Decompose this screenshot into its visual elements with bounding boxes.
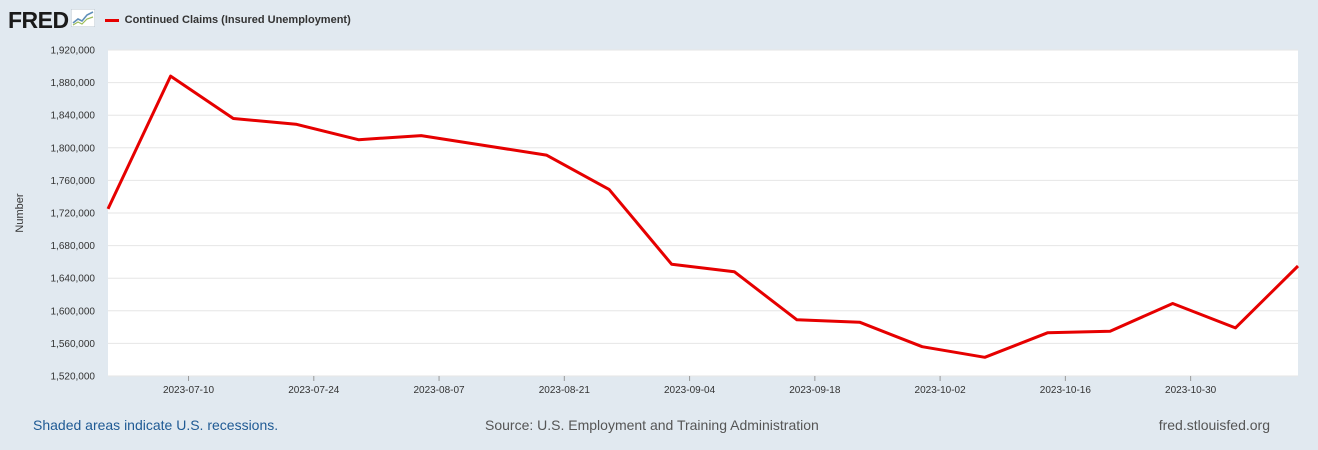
chart-header: FRED Continued Claims (Insured Unemploym… <box>8 6 351 34</box>
y-axis-ticks: 1,520,000 1,560,000 1,600,000 1,640,000 1,68… <box>51 46 96 383</box>
source-note: Source: U.S. Employment and Training Adm… <box>485 417 819 433</box>
data-point[interactable] <box>856 318 864 326</box>
x-axis-ticks: 2023-07-10 2023-07-24 2023-08-07 2023-08-21… <box>163 376 1217 396</box>
series-layer <box>104 72 1302 361</box>
y-tick-label: 1,720,000 <box>51 209 96 220</box>
x-tick-label: 2023-08-21 <box>539 385 591 396</box>
data-point[interactable] <box>1169 299 1177 307</box>
x-tick-label: 2023-10-16 <box>1040 385 1092 396</box>
gridlines <box>108 49 1298 377</box>
x-tick-label: 2023-07-24 <box>288 385 340 396</box>
data-point[interactable] <box>981 353 989 361</box>
x-tick-label: 2023-10-02 <box>915 385 967 396</box>
x-tick-label: 2023-09-18 <box>789 385 841 396</box>
data-point[interactable] <box>480 141 488 149</box>
legend-label: Continued Claims (Insured Unemployment) <box>124 14 351 26</box>
y-tick-label: 1,920,000 <box>51 46 96 57</box>
data-point[interactable] <box>730 268 738 276</box>
data-point[interactable] <box>542 151 550 159</box>
y-tick-label: 1,840,000 <box>51 111 96 122</box>
recession-note-link[interactable]: Shaded areas indicate U.S. recessions. <box>33 417 279 433</box>
x-tick-label: 2023-09-04 <box>664 385 716 396</box>
y-tick-label: 1,880,000 <box>51 78 96 89</box>
data-point[interactable] <box>229 114 237 122</box>
y-axis-label: Number <box>14 193 26 232</box>
x-tick-label: 2023-10-30 <box>1165 385 1217 396</box>
y-tick-label: 1,600,000 <box>51 306 96 317</box>
data-point[interactable] <box>793 316 801 324</box>
data-point[interactable] <box>668 260 676 268</box>
fred-logo-text: FRED <box>8 6 69 33</box>
x-tick-label: 2023-08-07 <box>413 385 465 396</box>
y-tick-label: 1,640,000 <box>51 274 96 285</box>
data-point[interactable] <box>1231 324 1239 332</box>
x-tick-label: 2023-07-10 <box>163 385 215 396</box>
data-point[interactable] <box>292 120 300 128</box>
series-line[interactable] <box>106 74 1300 359</box>
y-tick-label: 1,800,000 <box>51 143 96 154</box>
data-point[interactable] <box>355 136 363 144</box>
y-tick-label: 1,760,000 <box>51 176 96 187</box>
data-point[interactable] <box>167 72 175 80</box>
y-tick-label: 1,680,000 <box>51 241 96 252</box>
data-point[interactable] <box>417 132 425 140</box>
data-point[interactable] <box>1294 262 1302 270</box>
y-tick-label: 1,520,000 <box>51 372 96 383</box>
data-point[interactable] <box>104 205 112 213</box>
chart-legend: Continued Claims (Insured Unemployment) <box>104 14 351 26</box>
data-point[interactable] <box>1106 327 1114 335</box>
legend-swatch <box>104 18 119 22</box>
site-link[interactable]: fred.stlouisfed.org <box>1158 417 1270 433</box>
data-point[interactable] <box>1043 329 1051 337</box>
y-tick-label: 1,560,000 <box>51 339 96 350</box>
data-point[interactable] <box>918 343 926 351</box>
data-point[interactable] <box>605 185 613 193</box>
